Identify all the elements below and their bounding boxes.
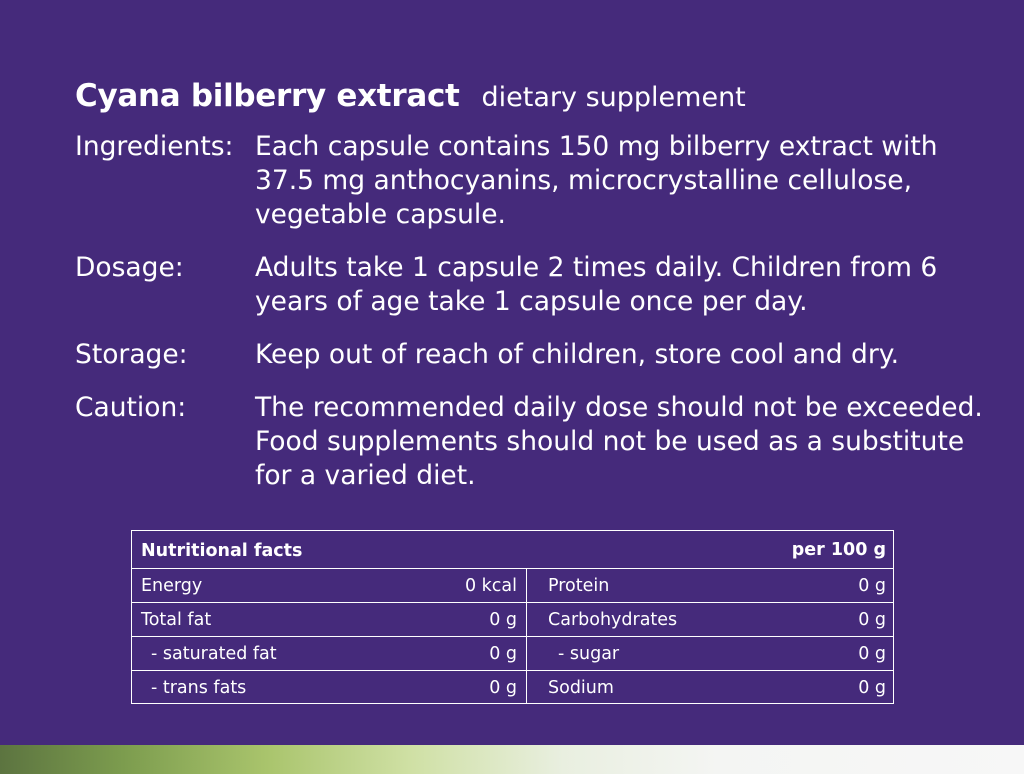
nutrient-name: Protein xyxy=(548,576,610,596)
nutrient-name: Total fat xyxy=(141,610,212,630)
nutrition-header: Nutritional facts per 100 g xyxy=(132,531,893,569)
nutrition-row-energy: Energy 0 kcal xyxy=(132,569,526,603)
nutrient-name: - trans fats xyxy=(151,678,247,698)
nutrition-table: Nutritional facts per 100 g Energy 0 kca… xyxy=(131,530,894,704)
nutrient-value: 0 g xyxy=(858,678,886,698)
nutrient-name: - sugar xyxy=(558,644,620,664)
nutrient-value: 0 g xyxy=(489,644,517,664)
nutrient-value: 0 g xyxy=(489,610,517,630)
decorative-photo-strip xyxy=(0,745,1024,774)
nutrition-row-protein: Protein 0 g xyxy=(526,569,893,603)
dosage-text: Adults take 1 capsule 2 times daily. Chi… xyxy=(255,252,938,317)
nutrient-value: 0 g xyxy=(858,576,886,596)
title-row: Cyana bilberry extract dietary supplement xyxy=(75,78,746,114)
nutrient-value: 0 g xyxy=(858,644,886,664)
nutrient-value: 0 kcal xyxy=(464,576,517,596)
ingredients-text: Each capsule contains 150 mg bilberry ex… xyxy=(255,131,938,230)
nutrient-name: Sodium xyxy=(548,678,614,698)
product-subtitle: dietary supplement xyxy=(481,82,746,113)
nutrition-row-carbohydrates: Carbohydrates 0 g xyxy=(526,603,893,637)
nutrition-row-saturated-fat: - saturated fat 0 g xyxy=(132,637,526,671)
nutrient-name: Carbohydrates xyxy=(548,610,678,630)
label-panel xyxy=(0,0,1024,745)
caution-label: Caution: xyxy=(75,392,187,423)
nutrient-name: Energy xyxy=(141,576,203,596)
nutrient-name: - saturated fat xyxy=(151,644,277,664)
caution-text: The recommended daily dose should not be… xyxy=(255,392,983,491)
dosage-label: Dosage: xyxy=(75,252,184,283)
nutrition-title: Nutritional facts xyxy=(141,541,303,561)
nutrient-value: 0 g xyxy=(858,610,886,630)
nutrition-row-total-fat: Total fat 0 g xyxy=(132,603,526,637)
nutrition-row-trans-fats: - trans fats 0 g xyxy=(132,671,526,705)
nutrition-row-sugar: - sugar 0 g xyxy=(526,637,893,671)
ingredients-label: Ingredients: xyxy=(75,131,234,162)
nutrition-row-sodium: Sodium 0 g xyxy=(526,671,893,705)
product-title: Cyana bilberry extract xyxy=(75,78,460,114)
nutrient-value: 0 g xyxy=(489,678,517,698)
nutrition-unit: per 100 g xyxy=(791,540,886,560)
storage-label: Storage: xyxy=(75,339,188,370)
storage-text: Keep out of reach of children, store coo… xyxy=(255,339,900,370)
